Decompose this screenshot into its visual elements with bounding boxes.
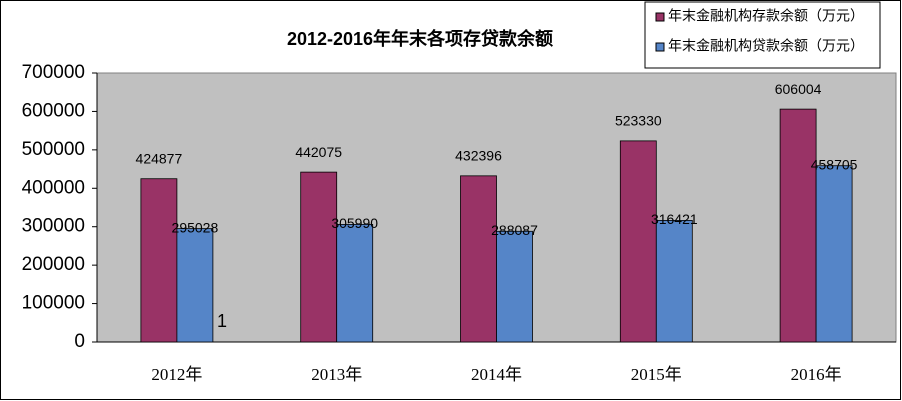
legend-label: 年末金融机构贷款余额（万元） [668, 38, 864, 54]
y-tick-label: 600000 [22, 100, 85, 121]
bar [176, 228, 214, 343]
bar [140, 178, 178, 343]
bar [336, 224, 374, 343]
y-tick-label: 200000 [22, 254, 85, 275]
data-label: 432396 [455, 148, 502, 164]
data-label: 424877 [136, 150, 183, 166]
data-label: 295028 [172, 219, 219, 235]
legend-label: 年末金融机构存款余额（万元） [668, 8, 864, 24]
bar [619, 140, 657, 343]
data-label: 606004 [775, 81, 822, 97]
legend-box [644, 1, 881, 69]
legend-swatch [655, 42, 665, 52]
y-tick-label: 300000 [22, 216, 85, 237]
bar [655, 220, 693, 343]
chart-title: 2012-2016年年末各项存贷款余额 [287, 28, 553, 49]
x-tick-label: 2016年 [791, 365, 842, 384]
x-tick-label: 2013年 [311, 365, 362, 384]
data-label: 305990 [331, 215, 378, 231]
y-tick-label: 0 [74, 331, 85, 352]
bar [496, 230, 533, 343]
data-label: 288087 [491, 222, 538, 238]
bar [300, 171, 338, 343]
data-label: 458705 [811, 156, 858, 172]
y-tick-label: 700000 [22, 62, 85, 83]
x-tick-label: 2015年 [631, 365, 682, 384]
data-label: 442075 [295, 144, 342, 160]
y-tick-label: 500000 [22, 139, 85, 160]
bar [815, 165, 853, 343]
y-tick-label: 400000 [22, 177, 85, 198]
y-tick-label: 100000 [22, 293, 85, 314]
data-label: 523330 [615, 113, 662, 129]
data-label: 316421 [651, 211, 698, 227]
bar [779, 108, 817, 343]
x-tick-label: 2012年 [151, 365, 202, 384]
annotation: 1 [217, 311, 227, 331]
legend-swatch [655, 12, 665, 22]
x-tick-label: 2014年 [471, 365, 522, 384]
bar [460, 175, 497, 343]
